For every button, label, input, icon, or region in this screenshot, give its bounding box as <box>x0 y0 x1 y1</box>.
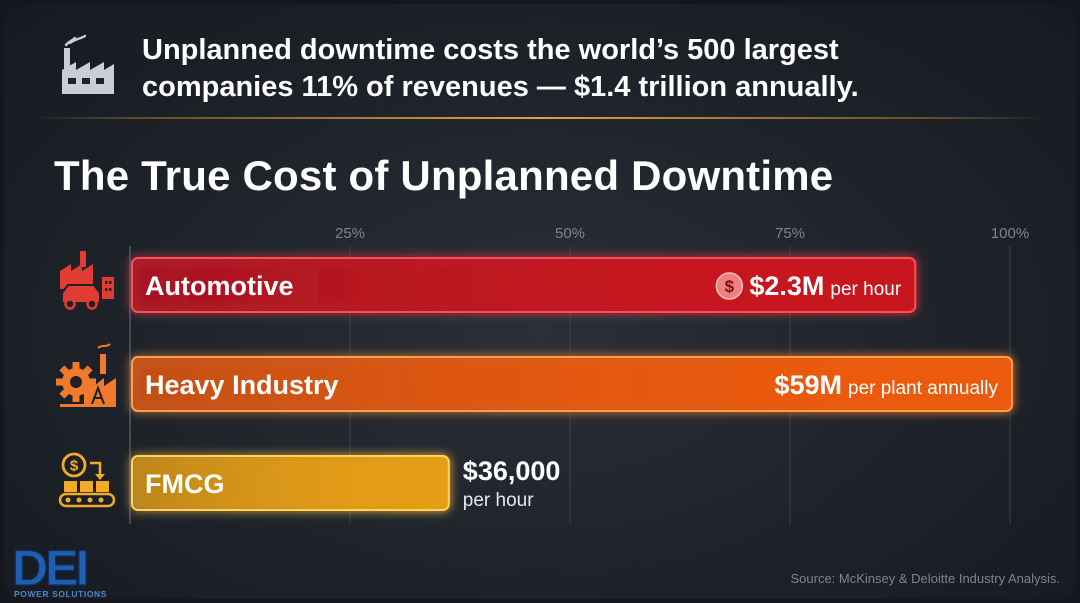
svg-text:POWER SOLUTIONS: POWER SOLUTIONS <box>14 589 107 599</box>
bar-automotive <box>131 257 917 313</box>
bar-heavy-industry <box>131 356 1013 412</box>
svg-text:$: $ <box>70 458 79 475</box>
header-statement: Unplanned downtime costs the world’s 500… <box>142 32 1042 106</box>
value-label: $36,000 <box>463 456 561 486</box>
dollar-coin-glyph: $ <box>725 277 735 296</box>
conveyor-dollar-icon: $ <box>58 452 116 508</box>
svg-text:DEI: DEI <box>12 540 86 596</box>
category-label: Heavy Industry <box>145 370 339 400</box>
bar-fmcg <box>131 455 450 511</box>
x-tick-label: 25% <box>335 225 365 242</box>
header-line-2: companies 11% of revenues — $1.4 trillio… <box>142 71 859 103</box>
dei-logo: DEI POWER SOLUTIONS <box>11 539 107 599</box>
value-label: $2.3M per hour <box>749 271 901 301</box>
value-unit-label: per hour <box>463 490 534 511</box>
x-tick-label: 100% <box>991 225 1029 242</box>
x-tick-label: 50% <box>555 225 585 242</box>
category-label: FMCG <box>145 469 224 499</box>
header-line-1: Unplanned downtime costs the world’s 500… <box>142 34 839 66</box>
gear-factory-icon <box>56 343 116 407</box>
factory-icon <box>62 34 114 94</box>
source-note: Source: McKinsey & Deloitte Industry Ana… <box>790 571 1060 586</box>
x-tick-label: 75% <box>775 225 805 242</box>
category-label: Automotive <box>145 271 294 301</box>
car-factory-icon <box>60 251 114 310</box>
chart-title: The True Cost of Unplanned Downtime <box>54 152 834 199</box>
bar-chart: $ 25% 50% 75% 100% Automotive $2.3M per hour He… <box>56 225 1029 524</box>
infographic-card: Unplanned downtime costs the world’s 500… <box>4 4 1076 599</box>
value-label: $59M per plant annually <box>774 370 998 400</box>
dollar-coin-icon <box>715 272 744 300</box>
header-divider <box>32 117 1047 119</box>
